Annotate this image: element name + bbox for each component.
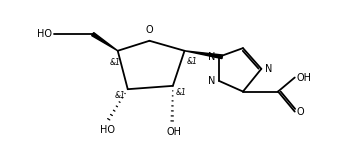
Text: &1: &1 bbox=[176, 88, 186, 97]
Text: &1: &1 bbox=[186, 57, 197, 66]
Polygon shape bbox=[184, 51, 223, 59]
Text: OH: OH bbox=[297, 72, 312, 83]
Text: HO: HO bbox=[37, 29, 52, 39]
Text: &1: &1 bbox=[109, 58, 120, 67]
Text: N: N bbox=[265, 64, 272, 74]
Text: OH: OH bbox=[166, 127, 181, 137]
Text: O: O bbox=[297, 107, 304, 117]
Text: HO: HO bbox=[100, 125, 115, 135]
Text: N: N bbox=[208, 52, 216, 62]
Text: O: O bbox=[146, 25, 153, 35]
Text: &1: &1 bbox=[114, 91, 125, 100]
Text: N: N bbox=[208, 76, 216, 86]
Polygon shape bbox=[92, 33, 118, 51]
